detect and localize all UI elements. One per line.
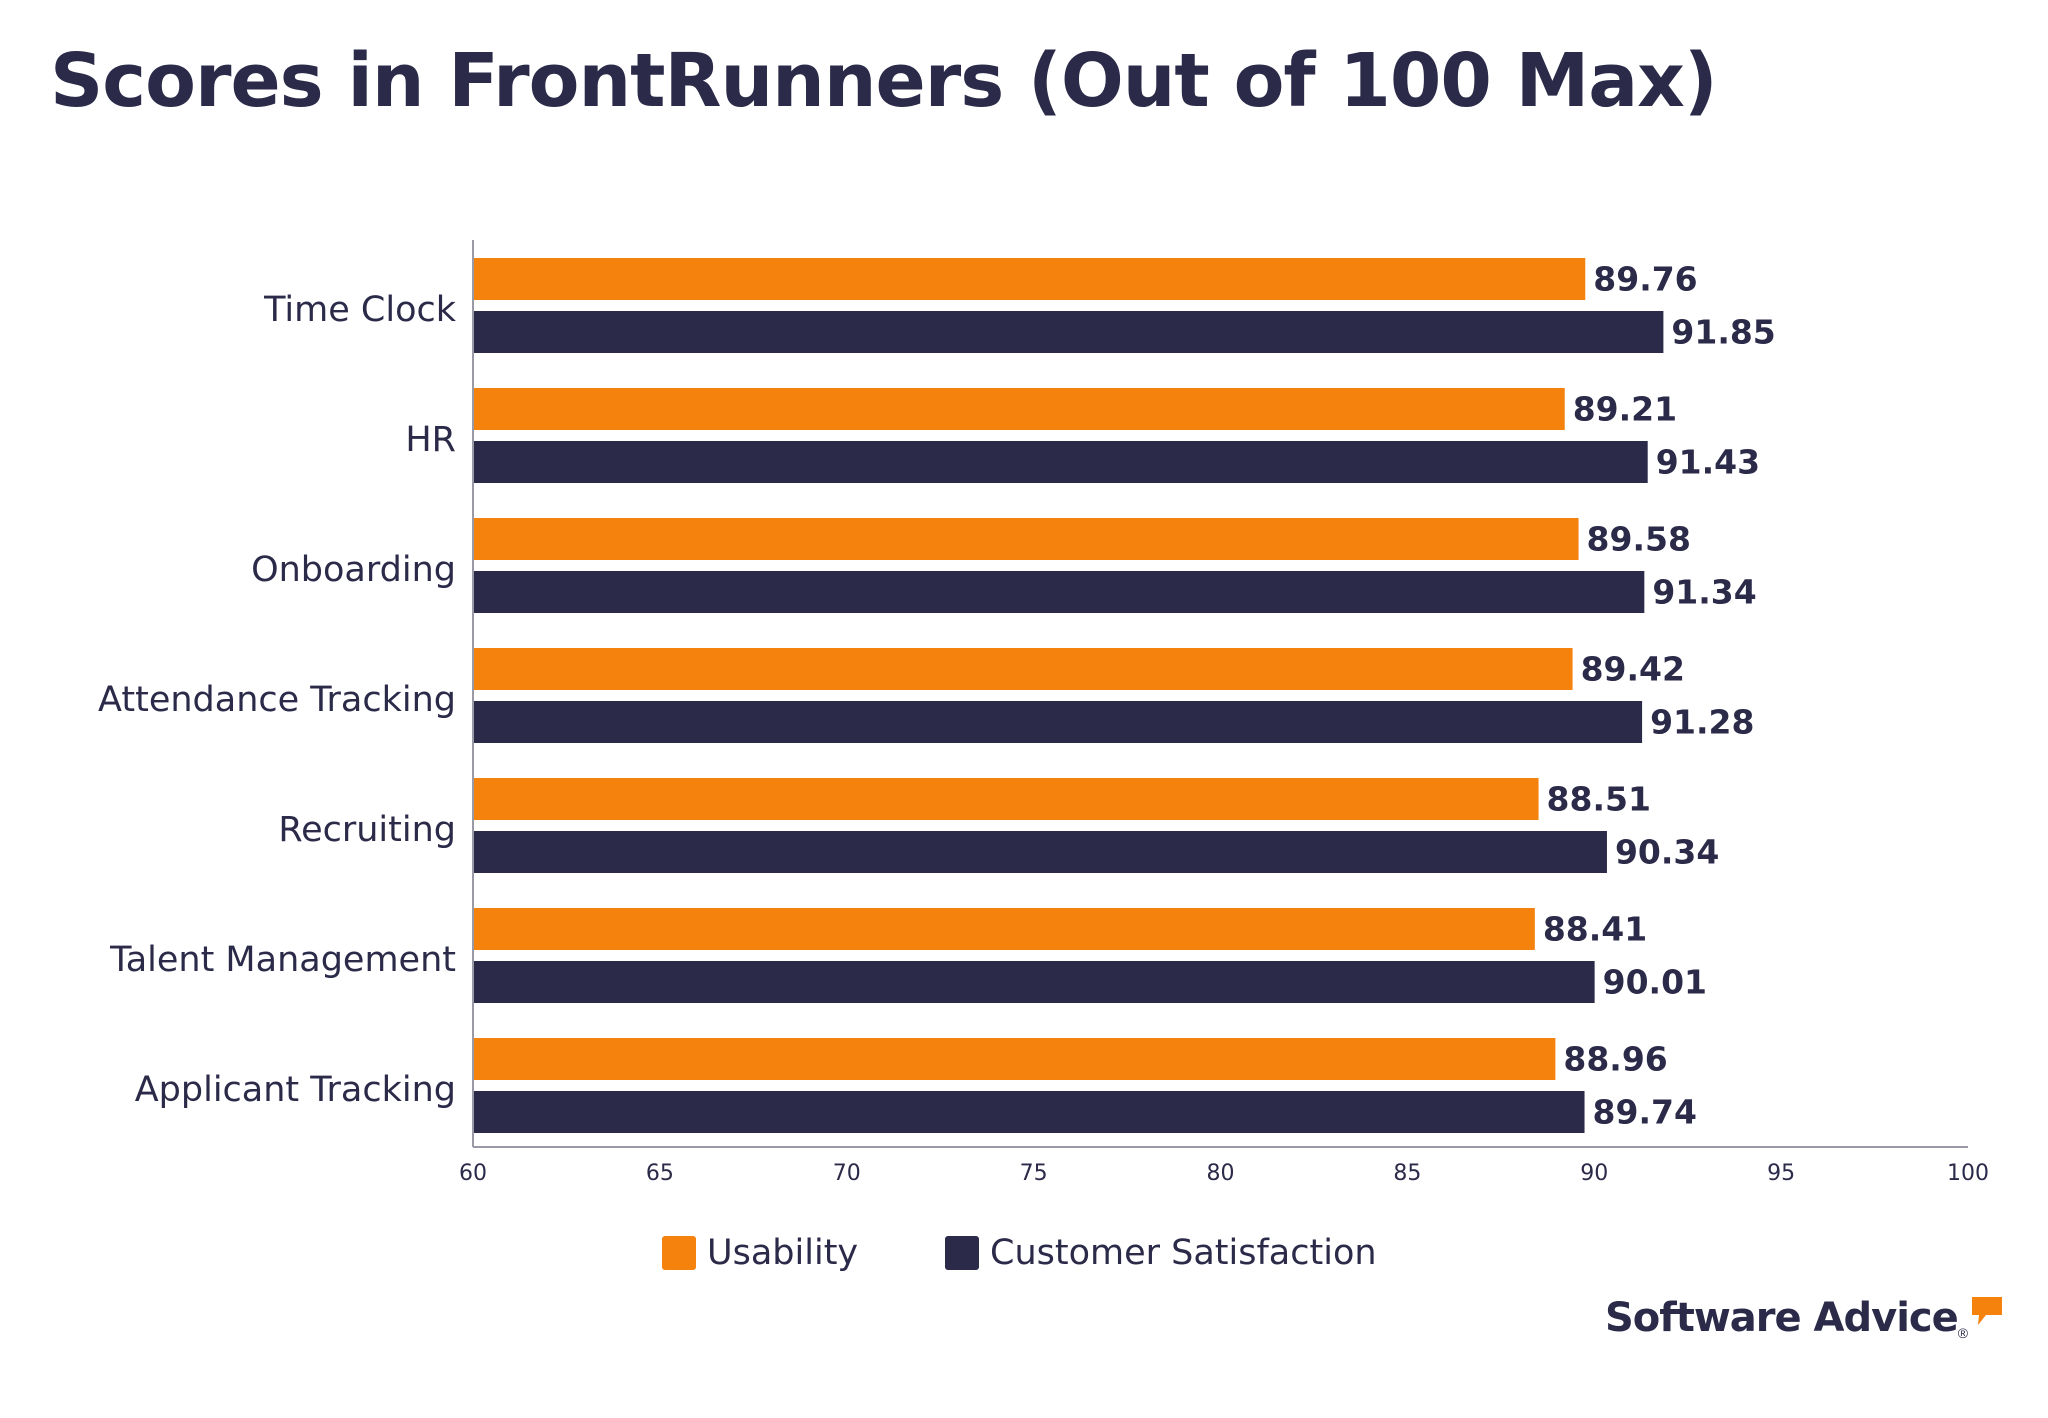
legend-swatch-usability [662, 1236, 696, 1270]
registered-mark: ® [1957, 1325, 1969, 1341]
x-tick-label-90: 90 [1580, 1161, 1608, 1186]
value-label-usability-applicant-tracking: 88.96 [1563, 1040, 1667, 1079]
bar-usability-hr [474, 388, 1565, 430]
category-label-talent-management: Talent Management [109, 940, 456, 980]
value-label-customer-satisfaction-attendance-tracking: 91.28 [1650, 703, 1754, 742]
x-tick-label-85: 85 [1393, 1161, 1421, 1186]
bar-customer-satisfaction-recruiting [474, 831, 1607, 873]
value-label-usability-time-clock: 89.76 [1593, 260, 1697, 299]
category-label-hr: HR [405, 420, 456, 460]
bar-customer-satisfaction-onboarding [474, 571, 1645, 613]
bar-usability-onboarding [474, 518, 1579, 560]
category-label-onboarding: Onboarding [251, 550, 456, 590]
value-label-customer-satisfaction-recruiting: 90.34 [1615, 833, 1719, 872]
value-label-usability-attendance-tracking: 89.42 [1581, 650, 1685, 689]
bar-customer-satisfaction-talent-management [474, 961, 1595, 1003]
x-tick-label-80: 80 [1207, 1161, 1235, 1186]
brand-name: Software Advice [1605, 1295, 1959, 1341]
bar-customer-satisfaction-hr [474, 441, 1648, 483]
value-label-customer-satisfaction-applicant-tracking: 89.74 [1593, 1093, 1697, 1132]
value-label-usability-onboarding: 89.58 [1587, 520, 1691, 559]
software-advice-logo: Software Advice® [1605, 1295, 2004, 1355]
value-label-customer-satisfaction-time-clock: 91.85 [1671, 313, 1775, 352]
value-label-customer-satisfaction-talent-management: 90.01 [1603, 963, 1707, 1002]
x-tick-label-100: 100 [1947, 1161, 1989, 1186]
bar-usability-recruiting [474, 778, 1539, 820]
bars-group [474, 258, 1664, 1133]
x-ticks-group: 60 65 70 75 80 85 90 95 100 [459, 1161, 1989, 1186]
x-tick-label-75: 75 [1020, 1161, 1048, 1186]
bar-customer-satisfaction-applicant-tracking [474, 1091, 1585, 1133]
bar-usability-applicant-tracking [474, 1038, 1556, 1080]
value-label-usability-hr: 89.21 [1573, 390, 1677, 429]
labels-group: Time Clock 89.76 91.85 HR 89.21 91.43 Onboardi… [98, 260, 1776, 1132]
bar-usability-talent-management [474, 908, 1535, 950]
speech-bubble-icon [1972, 1297, 2003, 1325]
legend-label-usability: Usability [707, 1233, 858, 1273]
x-tick-label-70: 70 [833, 1161, 861, 1186]
x-tick-label-65: 65 [646, 1161, 674, 1186]
category-label-attendance-tracking: Attendance Tracking [98, 680, 456, 720]
bar-customer-satisfaction-attendance-tracking [474, 701, 1643, 743]
value-label-usability-recruiting: 88.51 [1547, 780, 1651, 819]
bar-usability-attendance-tracking [474, 648, 1573, 690]
legend-label-customer-satisfaction: Customer Satisfaction [990, 1233, 1377, 1273]
bar-usability-time-clock [474, 258, 1586, 300]
legend: Usability Customer Satisfaction [662, 1233, 1377, 1273]
chart-axes [472, 240, 1968, 1148]
category-label-recruiting: Recruiting [278, 810, 456, 850]
bar-customer-satisfaction-time-clock [474, 311, 1664, 353]
category-label-applicant-tracking: Applicant Tracking [135, 1070, 456, 1110]
x-tick-label-95: 95 [1767, 1161, 1795, 1186]
category-label-time-clock: Time Clock [263, 290, 457, 330]
legend-swatch-customer-satisfaction [945, 1236, 979, 1270]
value-label-usability-talent-management: 88.41 [1543, 910, 1647, 949]
value-label-customer-satisfaction-hr: 91.43 [1656, 443, 1760, 482]
value-label-customer-satisfaction-onboarding: 91.34 [1652, 573, 1756, 612]
x-tick-label-60: 60 [459, 1161, 487, 1186]
chart-title: Scores in FrontRunners (Out of 100 Max) [50, 38, 1718, 124]
